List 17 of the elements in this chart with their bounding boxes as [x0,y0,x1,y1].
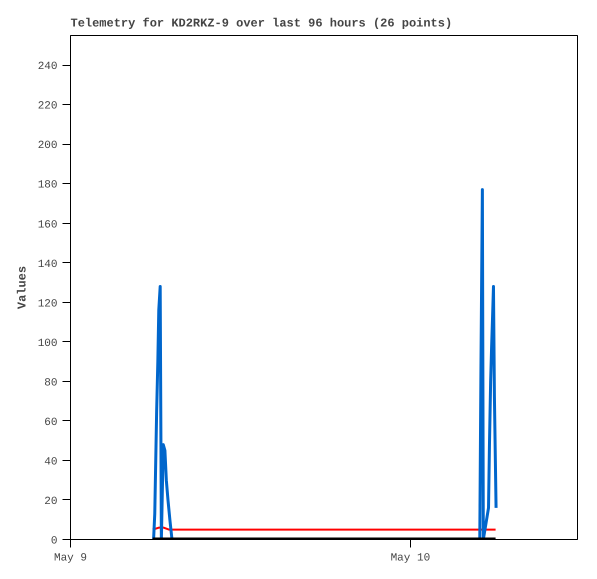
y-tick-label: 220 [38,100,58,113]
chart-title: Telemetry for KD2RKZ-9 over last 96 hours (26 points) [70,16,452,30]
y-tick-label: 180 [38,180,58,192]
y-tick-label: 60 [44,416,58,429]
y-tick-label: 240 [38,61,58,74]
y-tick-label: 140 [38,258,58,271]
y-tick-label: 40 [44,456,58,468]
y-tick-label: 120 [38,298,58,310]
x-tick-label: May 9 [54,552,88,564]
y-tick-label: 20 [44,496,58,508]
x-tick-label: May 10 [390,552,430,564]
y-tick-label: 0 [50,536,58,548]
y-tick-label: 100 [38,338,58,350]
y-tick-label: 200 [38,140,58,152]
y-tick-label: 80 [44,377,58,390]
y-axis-title: Values [16,266,30,310]
y-tick-label: 160 [38,219,58,232]
